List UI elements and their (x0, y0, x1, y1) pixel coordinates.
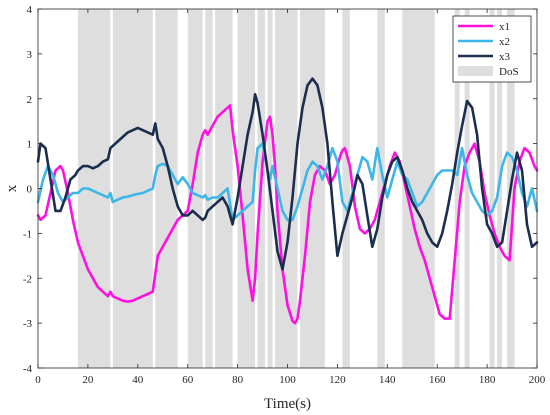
legend-label-x2: x2 (499, 36, 510, 48)
axis-ticks: 0 20 40 60 80 100 120 140 160 180 200 -4 -3 -2 -1 0 1 2 3 4 (23, 4, 546, 386)
dos-band-14 (454, 9, 460, 368)
legend-swatch-dos (458, 66, 493, 76)
y-tick-label: -4 (23, 363, 33, 375)
x-tick-label: 60 (182, 374, 194, 386)
x-tick-label: 100 (279, 374, 296, 386)
y-tick-label: -3 (23, 318, 33, 330)
x-tick-label: 40 (132, 374, 144, 386)
legend-label-x1: x1 (499, 21, 510, 33)
x-tick-label: 160 (429, 374, 446, 386)
dos-band-1 (112, 9, 153, 368)
y-tick-label: 0 (27, 184, 33, 196)
dos-band-6 (237, 9, 256, 368)
dos-band-5 (215, 9, 233, 368)
dos-band-4 (205, 9, 213, 368)
dos-band-12 (377, 9, 385, 368)
series-line-x3 (36, 77, 539, 271)
series-lines (36, 77, 539, 325)
x-tick-label: 20 (82, 374, 94, 386)
x-axis-title: Time(s) (264, 396, 311, 412)
x-tick-label: 80 (232, 374, 244, 386)
dos-band-11 (342, 9, 350, 368)
x-tick-label: 0 (35, 374, 41, 386)
y-tick-label: -2 (23, 273, 32, 285)
x-tick-label: 180 (479, 374, 496, 386)
y-tick-label: 3 (27, 49, 33, 61)
legend: x1 x2 x3 DoS (452, 15, 532, 83)
legend-label-dos: DoS (499, 66, 519, 78)
dos-band-15 (464, 9, 470, 368)
x-tick-label: 200 (529, 374, 546, 386)
y-tick-label: -1 (23, 228, 32, 240)
dos-band-9 (275, 9, 298, 368)
y-tick-label: 4 (27, 4, 33, 16)
y-tick-label: 2 (27, 94, 33, 106)
x-tick-label: 120 (329, 374, 346, 386)
dos-band-3 (187, 9, 203, 368)
dos-band-2 (155, 9, 178, 368)
dos-band-16 (489, 9, 495, 368)
y-axis-title: x (4, 184, 20, 192)
series-line-x2 (36, 142, 539, 222)
y-tick-label: 1 (27, 139, 33, 151)
legend-label-x3: x3 (499, 51, 511, 63)
x-tick-label: 140 (379, 374, 396, 386)
